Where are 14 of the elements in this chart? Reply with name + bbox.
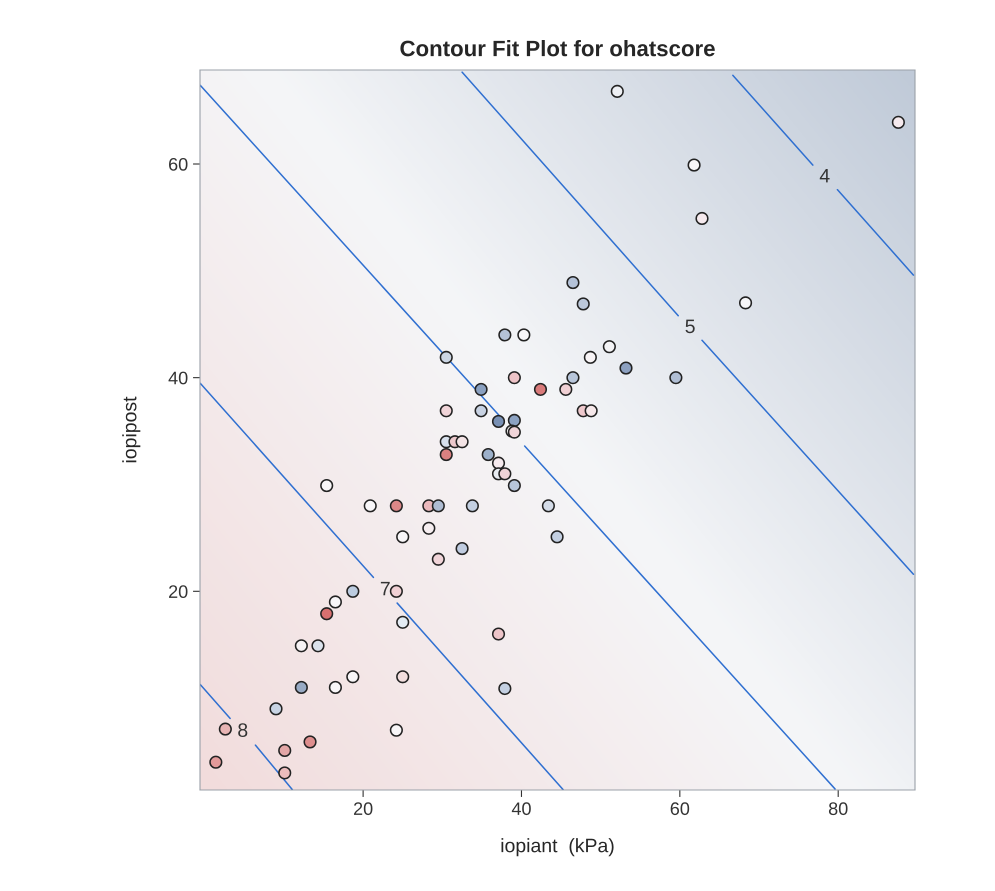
y-tick-label: 40 xyxy=(168,372,188,384)
series-label: 8 xyxy=(238,723,248,737)
x-tick-label: 80 xyxy=(828,802,848,816)
x-tick-label: 20 xyxy=(354,802,372,816)
series-label: 5 xyxy=(686,320,695,334)
x-tick-label: 40 xyxy=(512,802,531,816)
series-label: 4 xyxy=(820,169,830,182)
y-tick-label: 60 xyxy=(169,158,188,171)
y-axis-title: iopipost xyxy=(122,396,140,462)
chart-title: Contour Fit Plot for ohatscore xyxy=(400,40,715,56)
x-axis-title: iopiant (kPa) xyxy=(502,838,614,856)
series-label: 7 xyxy=(380,582,390,596)
y-tick-label: 20 xyxy=(169,585,188,598)
x-tick-label: 60 xyxy=(670,802,690,816)
